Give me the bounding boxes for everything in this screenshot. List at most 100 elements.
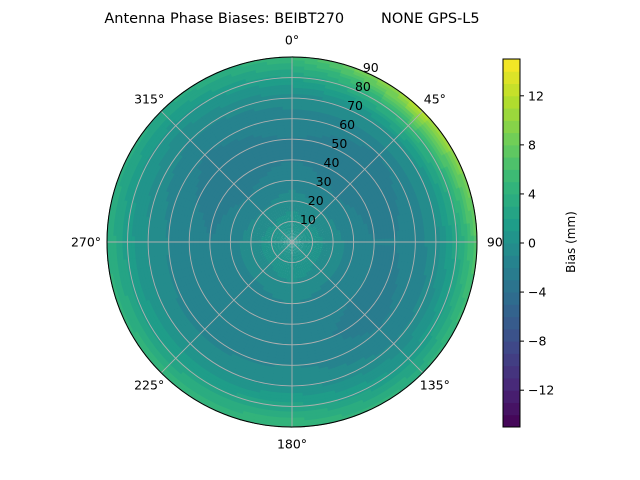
bias-cell [387, 231, 392, 240]
bias-cell [292, 161, 299, 166]
bias-cell [238, 236, 243, 241]
bias-cell [267, 235, 272, 239]
bias-cell [223, 165, 232, 174]
bias-cell [237, 151, 247, 159]
bias-cell [333, 317, 342, 325]
bias-cell [391, 275, 399, 285]
bias-cell [295, 250, 299, 254]
bias-cell [386, 194, 393, 204]
bias-cell [179, 285, 187, 295]
bias-cell [229, 281, 237, 288]
bias-cell [287, 232, 290, 237]
bias-cell [228, 265, 234, 273]
bias-cell [295, 250, 298, 255]
bias-cell [285, 226, 288, 231]
bias-cell [177, 245, 182, 254]
bias-cell [253, 309, 261, 316]
bias-cell [366, 326, 376, 336]
bias-cell [286, 216, 290, 221]
bias-cell [389, 174, 398, 185]
bias-cell [315, 306, 323, 313]
bias-cell [354, 139, 364, 148]
bias-cell [281, 233, 286, 237]
bias-cell [334, 142, 344, 150]
bias-cell [232, 333, 242, 341]
bias-cell [233, 291, 241, 298]
bias-cell [334, 246, 339, 251]
bias-cell [286, 246, 289, 251]
bias-cell [292, 207, 295, 212]
bias-cell [354, 312, 364, 321]
bias-cell [195, 178, 203, 189]
bias-cell [288, 235, 291, 240]
bias-cell [244, 304, 252, 311]
bias-cell [233, 318, 242, 327]
bias-cell [206, 268, 212, 276]
bias-cell [218, 296, 226, 305]
bias-cell [179, 188, 188, 199]
bias-cell [383, 245, 389, 253]
bias-cell [322, 154, 331, 161]
bias-cell [232, 273, 239, 281]
bias-cell [287, 266, 291, 271]
bias-cell [321, 323, 330, 330]
bias-cell [347, 149, 357, 158]
bias-cell [300, 236, 305, 239]
bias-cell [294, 242, 299, 244]
bias-cell [289, 232, 292, 236]
bias-cell [339, 163, 348, 171]
bias-cell [292, 121, 302, 126]
bias-cell [288, 229, 291, 234]
bias-cell [364, 198, 371, 207]
bias-cell [248, 178, 255, 185]
bias-cell [366, 203, 373, 212]
bias-cell [192, 265, 199, 274]
bias-cell [295, 182, 301, 188]
bias-cell [195, 244, 201, 253]
bias-cell [291, 325, 299, 329]
bias-cell [297, 268, 301, 273]
bias-cell [192, 209, 199, 219]
bias-cell [245, 151, 254, 158]
bias-cell [328, 137, 339, 144]
bias-cell [285, 240, 290, 242]
bias-cell [296, 226, 299, 231]
bias-cell [285, 243, 290, 246]
bias-cell [349, 297, 357, 305]
bias-cell [202, 174, 210, 184]
bias-cell [369, 147, 379, 157]
bias-cell [284, 133, 293, 138]
bias-cell [369, 178, 378, 188]
bias-cell [182, 275, 190, 285]
bias-cell [256, 143, 266, 150]
bias-cell [328, 234, 333, 239]
bias-cell [289, 269, 292, 274]
bias-cell [333, 125, 344, 133]
bias-cell [257, 301, 265, 308]
bias-cell [288, 236, 291, 240]
bias-cell [361, 156, 371, 165]
bias-cell [294, 243, 298, 246]
bias-cell [394, 190, 402, 201]
bias-cell [313, 342, 322, 349]
bias-cell [284, 235, 288, 239]
bias-cell [294, 226, 297, 231]
bias-cell [342, 308, 350, 316]
bias-cell [349, 170, 358, 179]
bias-cell [383, 203, 390, 213]
bias-cell [351, 156, 361, 165]
bias-cell [312, 235, 317, 239]
bias-cell [183, 206, 190, 216]
bias-cell [291, 340, 300, 345]
bias-cell [374, 165, 383, 175]
bias-cell [287, 297, 292, 302]
bias-cell [185, 282, 193, 293]
bias-cell [297, 243, 302, 245]
bias-cell [349, 159, 359, 167]
bias-cell [201, 300, 210, 309]
bias-cell [292, 176, 298, 181]
bias-cell [283, 349, 292, 354]
bias-cell [315, 293, 322, 300]
bias-cell [284, 256, 287, 260]
bias-cell [333, 159, 342, 167]
